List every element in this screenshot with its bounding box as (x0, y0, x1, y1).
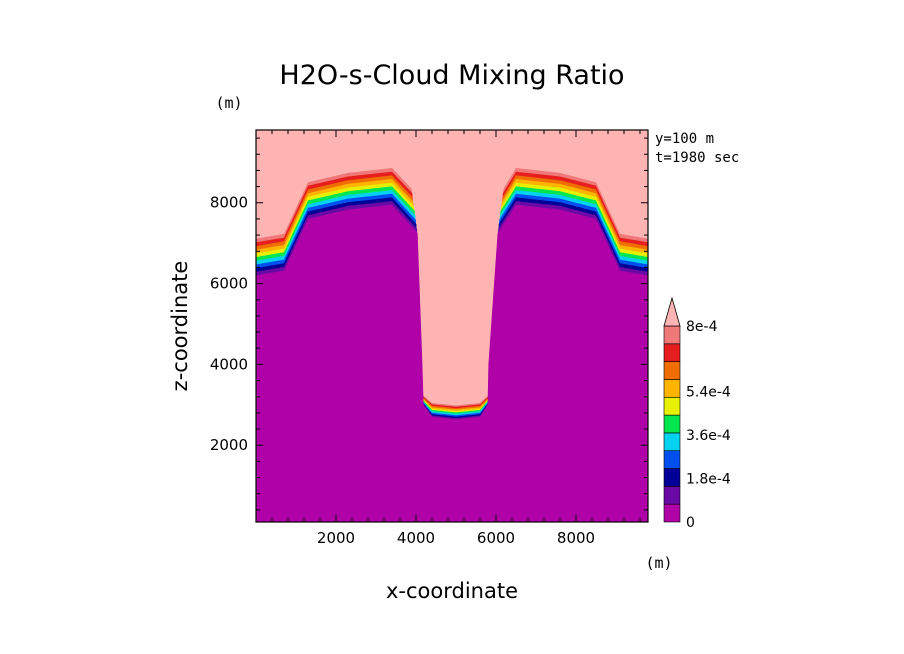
colorbar-tick-label: 5.4e-4 (686, 384, 731, 400)
colorbar-segment (663, 414, 681, 434)
z-tick-label: 2000 (210, 436, 248, 454)
plot-area (256, 130, 648, 522)
colorbar-tick-label: 8e-4 (686, 319, 718, 335)
z-tick-label: 6000 (210, 275, 248, 293)
colorbar-tick-label: 0 (686, 515, 695, 531)
axis-tick-labels: 2000 4000 6000 8000 2000 4000 6000 8000 (210, 194, 595, 547)
colorbar-segment (663, 379, 681, 398)
x-axis-title: x-coordinate (386, 579, 518, 603)
colorbar-segment (663, 432, 681, 452)
colorbar-segment (663, 468, 681, 487)
x-tick-label: 2000 (317, 529, 355, 547)
contour-band-11 (256, 204, 648, 522)
colorbar-segment (663, 343, 681, 362)
x-tick-label: 6000 (477, 529, 515, 547)
x-tick-label: 4000 (397, 529, 435, 547)
colorbar-segment (663, 486, 681, 505)
x-tick-label: 8000 (557, 529, 595, 547)
colorbar-segment (663, 361, 681, 380)
colorbar-segment (663, 396, 681, 416)
colorbar: 0 1.8e-4 3.6e-4 5.4e-4 8e-4 (663, 296, 731, 531)
axis-ticks (256, 130, 648, 522)
x-units-label: (m) (645, 554, 672, 572)
colorbar-tick-label: 3.6e-4 (686, 428, 731, 444)
z-tick-label: 8000 (210, 194, 248, 212)
colorbar-tick-label: 1.8e-4 (686, 471, 731, 487)
colorbar-extend-triangle (663, 296, 681, 327)
colorbar-segment (663, 503, 681, 523)
colorbar-segment (663, 325, 681, 345)
colorbar-segment (663, 450, 681, 469)
y-position-annotation: y=100 m (655, 131, 714, 147)
plot-frame (255, 129, 649, 523)
time-annotation: t=1980 sec (655, 150, 739, 166)
z-tick-label: 4000 (210, 355, 248, 373)
z-axis-title: z-coordinate (168, 261, 192, 392)
z-units-label: (m) (215, 94, 242, 112)
chart-title: H2O-s-Cloud Mixing Ratio (279, 60, 624, 91)
